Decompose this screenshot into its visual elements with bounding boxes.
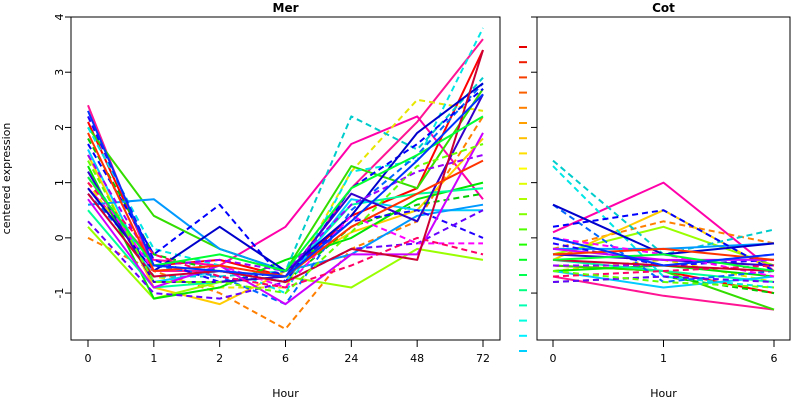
x-tick-label: 1 (150, 352, 157, 365)
x-tick-label: 6 (771, 352, 778, 365)
y-tick-label: 3 (53, 69, 66, 76)
series-line-mer-3 (87, 115, 484, 267)
panel-mer: Mer 0 1 2 6 24 48 72 Hour -1 0 1 2 3 4 centered express… (0, 1, 501, 400)
y-tick-label: 4 (53, 14, 66, 21)
x-tick-label: 48 (410, 352, 424, 365)
y-tick-label: -1 (53, 288, 66, 299)
series-line-mer-25 (87, 181, 484, 289)
series-line-cot-4 (552, 220, 775, 250)
y-tick-label: 0 (53, 234, 66, 241)
series-line-cot-29 (552, 253, 775, 272)
y-tick-label: 2 (53, 124, 66, 131)
series-line-cot-7 (552, 225, 775, 267)
plot-frame (536, 16, 791, 341)
series-line-cot-2 (552, 275, 775, 311)
x-tick-label: 6 (282, 352, 289, 365)
plot-frame (70, 16, 501, 341)
x-tick-label: 24 (344, 352, 358, 365)
series-line-cot-3 (552, 181, 775, 272)
series-line-mer-26 (87, 49, 484, 283)
series-line-cot-28 (552, 270, 775, 289)
chart-title: Cot (652, 1, 675, 15)
series-line-mer-28 (87, 143, 484, 295)
x-axis-title: Hour (650, 387, 677, 400)
x-tick-label: 0 (85, 352, 92, 365)
color-key-strip (519, 46, 527, 352)
series-line-cot-25 (552, 264, 775, 278)
chart-title: Mer (273, 1, 299, 15)
panel-cot: Cot 0 1 6 Hour (531, 1, 791, 400)
y-tick-label: 1 (53, 179, 66, 186)
series-line-cot-30 (552, 236, 775, 267)
x-axis-title: Hour (272, 387, 299, 400)
series-line-mer-10 (87, 165, 484, 300)
x-tick-label: 1 (660, 352, 667, 365)
series-line-cot-27 (552, 247, 775, 261)
series-line-mer-23 (87, 132, 484, 306)
x-tick-label: 0 (550, 352, 557, 365)
x-tick-label: 2 (216, 352, 223, 365)
series-line-mer-9 (87, 138, 484, 283)
y-axis-title: centered expression (0, 123, 13, 235)
series-line-cot-21 (552, 275, 775, 283)
series-line-cot-17 (552, 209, 775, 272)
x-tick-label: 72 (476, 352, 490, 365)
series-line-mer-30 (87, 93, 484, 278)
series-line-cot-13 (552, 165, 775, 289)
